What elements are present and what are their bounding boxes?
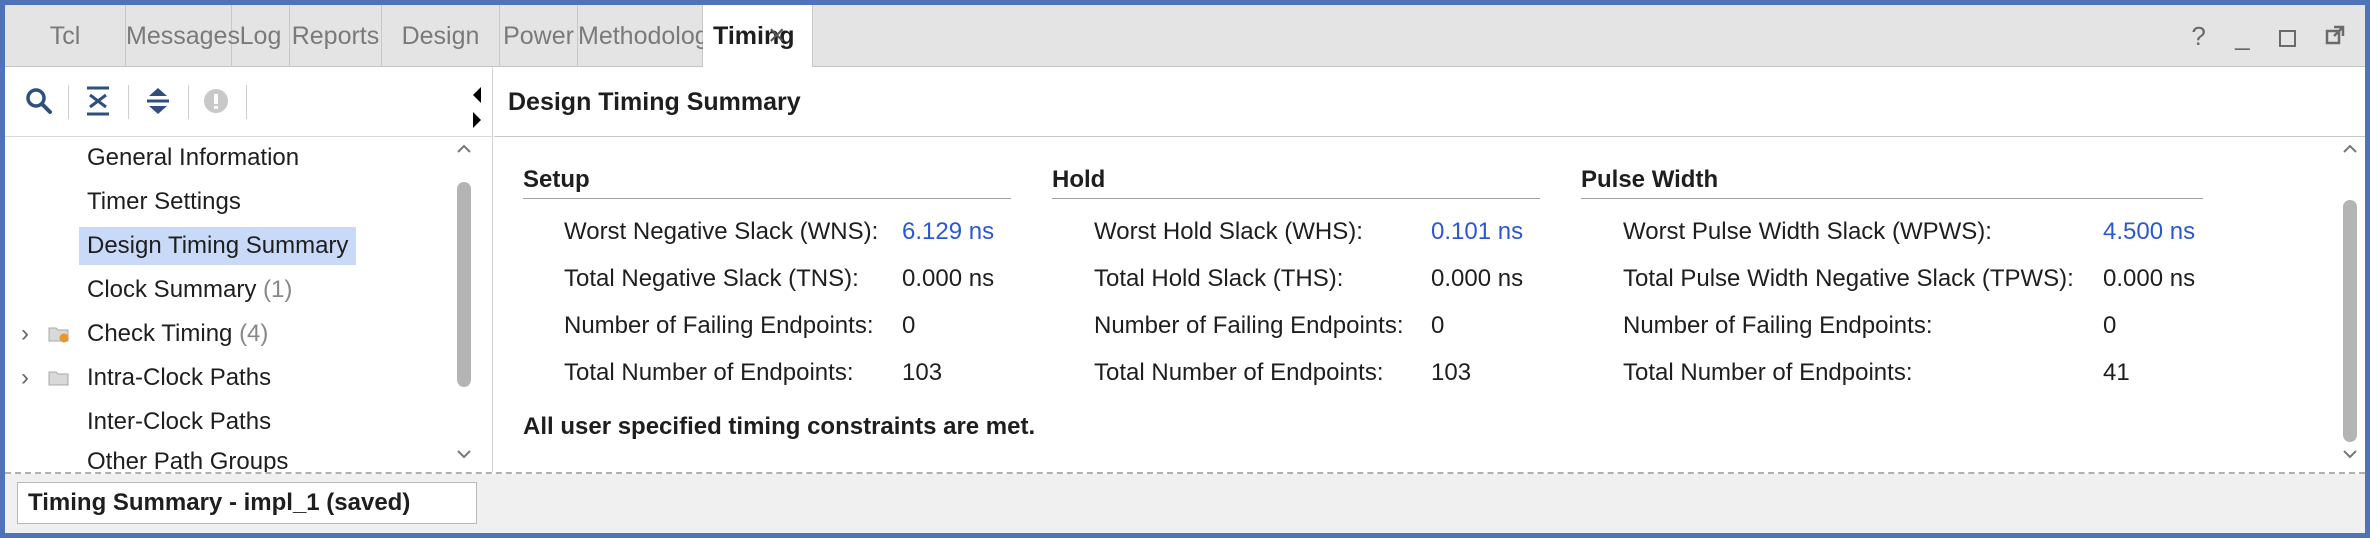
float-icon[interactable] [2325, 5, 2345, 67]
tab-timing-label: Timing [713, 22, 795, 50]
setup-tns-value: 0.000 ns [902, 265, 995, 292]
timing-report-tree: General Information Timer Settings Desig… [5, 137, 460, 472]
tree-item-intra-clock-paths[interactable]: › Intra-Clock Paths [5, 359, 405, 397]
hold-whs-label: Worst Hold Slack (WHS): [1094, 218, 1363, 245]
setup-tns-label: Total Negative Slack (TNS): [564, 265, 859, 292]
search-icon[interactable] [19, 81, 59, 121]
expand-right-icon[interactable] [470, 110, 484, 135]
close-icon[interactable]: × [768, 19, 786, 52]
setup-total-label: Total Number of Endpoints: [564, 359, 854, 386]
navigation-toolbar [5, 67, 493, 137]
hold-ths-label: Total Hold Slack (THS): [1094, 265, 1344, 292]
folder-icon [48, 359, 74, 397]
tab-design-runs[interactable]: Design Runs [382, 5, 500, 112]
help-icon[interactable]: ? [2191, 21, 2206, 51]
setup-failing-value: 0 [902, 312, 916, 339]
pulse-wpws-link[interactable]: 4.500 ns [2103, 218, 2196, 245]
tab-messages[interactable]: Messages [126, 5, 240, 67]
hold-heading: Hold [1052, 161, 1540, 199]
tab-power[interactable]: Power [500, 5, 578, 67]
splitter-handle[interactable] [470, 85, 484, 135]
setup-wns-link[interactable]: 6.129 ns [902, 218, 995, 245]
page-title: Design Timing Summary [508, 88, 801, 116]
hold-failing-label: Number of Failing Endpoints: [1094, 312, 1404, 339]
report-status-tab[interactable]: Timing Summary - impl_1 (saved) [17, 482, 477, 524]
chevron-right-icon[interactable]: › [21, 364, 29, 391]
chevron-right-icon[interactable]: › [21, 320, 29, 347]
tree-item-timer-settings[interactable]: Timer Settings [87, 188, 241, 215]
summary-panel: Design Timing Summary Setup Worst Negati… [494, 67, 2365, 472]
hold-total-value: 103 [1431, 359, 1472, 386]
pulse-tpws-value: 0.000 ns [2103, 265, 2196, 292]
setup-failing-label: Number of Failing Endpoints: [564, 312, 874, 339]
collapse-left-icon[interactable] [470, 85, 484, 110]
tab-log[interactable]: Log [232, 5, 290, 67]
panel-divider [5, 472, 2365, 474]
expand-all-icon[interactable] [138, 81, 178, 121]
maximize-icon[interactable] [2278, 5, 2296, 67]
hold-total-label: Total Number of Endpoints: [1094, 359, 1384, 386]
tree-item-label: Check Timing [87, 320, 233, 347]
tree-item-count: (4) [239, 320, 269, 347]
tree-scrollbar[interactable] [453, 142, 475, 467]
info-icon[interactable] [196, 81, 236, 121]
tree-item-label: Intra-Clock Paths [87, 364, 272, 391]
minimize-icon[interactable]: _ [2235, 21, 2250, 51]
pulse-failing-value: 0 [2103, 312, 2117, 339]
setup-total-value: 103 [902, 359, 943, 386]
tab-tcl-console[interactable]: Tcl Console [5, 5, 126, 112]
hold-failing-value: 0 [1431, 312, 1445, 339]
warning-folder-icon [48, 315, 74, 353]
navigation-panel: General Information Timer Settings Desig… [5, 67, 493, 472]
collapse-all-icon[interactable] [78, 81, 118, 121]
tree-item-design-timing-summary[interactable]: Design Timing Summary [79, 227, 357, 265]
tab-reports[interactable]: Reports [290, 5, 382, 67]
tab-bar: Tcl Console Messages Log Reports Design … [5, 5, 2365, 112]
tab-timing[interactable]: Timing × [703, 5, 813, 67]
tree-item-check-timing[interactable]: › Check Timing (4) [5, 315, 405, 353]
hold-ths-value: 0.000 ns [1431, 265, 1524, 292]
pulse-total-label: Total Number of Endpoints: [1623, 359, 1913, 386]
hold-whs-link[interactable]: 0.101 ns [1431, 218, 1524, 245]
pulse-tpws-label: Total Pulse Width Negative Slack (TPWS): [1623, 265, 2074, 292]
status-bar: Timing Summary - impl_1 (saved) [5, 474, 2365, 533]
pulse-failing-label: Number of Failing Endpoints: [1623, 312, 1933, 339]
summary-scrollbar[interactable] [2339, 142, 2361, 467]
setup-heading: Setup [523, 161, 1011, 199]
constraints-met-message: All user specified timing constraints ar… [523, 413, 1036, 440]
summary-header: Design Timing Summary [494, 67, 2365, 137]
tree-item-label: Clock Summary [87, 276, 257, 303]
tab-methodology[interactable]: Methodology [578, 5, 721, 67]
pulse-wpws-label: Worst Pulse Width Slack (WPWS): [1623, 218, 1992, 245]
tree-item-inter-clock-paths[interactable]: Inter-Clock Paths [87, 408, 272, 435]
pulse-width-heading: Pulse Width [1581, 161, 2203, 199]
pulse-total-value: 41 [2103, 359, 2130, 386]
tree-item-count: (1) [263, 276, 293, 303]
setup-wns-label: Worst Negative Slack (WNS): [564, 218, 879, 245]
tree-item-general-information[interactable]: General Information [87, 144, 300, 171]
window-controls: ? _ [2169, 5, 2345, 67]
tree-item-clock-summary[interactable]: Clock Summary (1) [87, 271, 292, 309]
tree-item-other-path-groups[interactable]: Other Path Groups [87, 448, 289, 472]
